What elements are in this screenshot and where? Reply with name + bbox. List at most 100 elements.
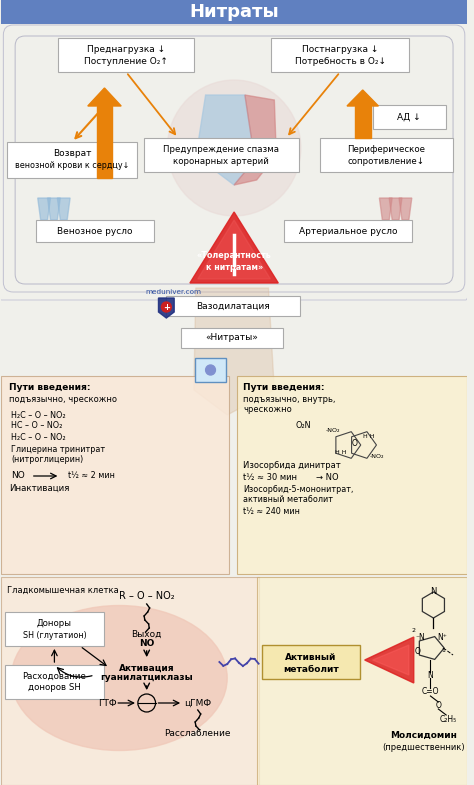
Text: «Нитраты»: «Нитраты»	[206, 334, 258, 342]
Text: гуанилатциклазы: гуанилатциклазы	[100, 674, 193, 682]
Text: Предупреждение спазма: Предупреждение спазма	[164, 144, 279, 154]
Text: H₂C – O – NO₂: H₂C – O – NO₂	[11, 433, 66, 441]
Text: 1: 1	[441, 648, 445, 652]
Text: t½ ≈ 30 мин: t½ ≈ 30 мин	[243, 473, 297, 481]
Text: Постнагрузка ↓: Постнагрузка ↓	[302, 46, 378, 54]
Text: (нитроглицерин): (нитроглицерин)	[11, 455, 83, 463]
Text: +: +	[163, 302, 170, 312]
Text: доноров SH: доноров SH	[28, 682, 81, 692]
Text: ГТФ: ГТФ	[98, 699, 117, 707]
Text: Потребность в O₂↓: Потребность в O₂↓	[295, 57, 386, 67]
Text: к нитратам»: к нитратам»	[206, 262, 263, 272]
Bar	[237, 376, 467, 574]
Polygon shape	[190, 212, 278, 283]
Text: C₂H₅: C₂H₅	[439, 714, 457, 724]
Text: цГМФ: цГМФ	[184, 699, 211, 707]
Bar	[195, 358, 226, 382]
Text: HC – O – NO₂: HC – O – NO₂	[11, 422, 63, 430]
Bar	[373, 105, 446, 129]
Text: Венозное русло: Венозное русло	[57, 227, 132, 236]
Text: ⁻N: ⁻N	[416, 633, 426, 642]
Polygon shape	[198, 95, 255, 185]
Text: Активация: Активация	[119, 663, 174, 673]
Text: H₂C – O – NO₂: H₂C – O – NO₂	[11, 411, 66, 419]
Bar	[262, 645, 360, 679]
Text: АД ↓: АД ↓	[397, 112, 420, 122]
Bar	[181, 328, 283, 348]
Polygon shape	[88, 88, 121, 106]
Text: O: O	[436, 702, 441, 710]
Polygon shape	[389, 198, 402, 220]
Text: венозной крови к сердцу↓: венозной крови к сердцу↓	[15, 160, 129, 170]
Polygon shape	[379, 198, 392, 220]
Bar	[256, 577, 467, 785]
Text: Пути введения:: Пути введения:	[9, 384, 91, 392]
Bar	[7, 142, 137, 178]
Text: коронарных артерий: коронарных артерий	[173, 156, 269, 166]
Polygon shape	[97, 106, 112, 178]
Text: Периферическое: Периферическое	[347, 144, 425, 154]
Circle shape	[167, 80, 301, 216]
Bar	[320, 138, 453, 172]
Text: N: N	[430, 587, 437, 597]
Text: Гладкомышечная клетка: Гладкомышечная клетка	[7, 586, 119, 594]
Text: Поступление O₂↑: Поступление O₂↑	[84, 57, 168, 67]
Text: Глицерина тринитрат: Глицерина тринитрат	[11, 444, 105, 454]
Circle shape	[162, 302, 171, 312]
Text: t½ ≈ 2 мин: t½ ≈ 2 мин	[68, 472, 115, 480]
Text: -NO₂: -NO₂	[326, 429, 340, 433]
Text: SH (глутатион): SH (глутатион)	[23, 630, 86, 640]
Bar	[5, 612, 103, 646]
Text: Вазодилатация: Вазодилатация	[196, 301, 270, 311]
Polygon shape	[234, 95, 276, 185]
Bar	[166, 296, 300, 316]
Text: Пути введения:: Пути введения:	[243, 384, 324, 392]
Text: Инактивация: Инактивация	[9, 484, 70, 492]
Text: чрескожно: чрескожно	[243, 406, 292, 414]
Bar	[272, 38, 409, 72]
Bar	[1, 577, 259, 785]
Bar	[36, 220, 154, 242]
Bar	[1, 376, 229, 574]
Polygon shape	[198, 220, 270, 279]
Bar	[1, 0, 467, 24]
Polygon shape	[373, 645, 409, 675]
Text: 2: 2	[412, 627, 416, 633]
Text: H H: H H	[336, 451, 347, 455]
Text: Преднагрузка ↓: Преднагрузка ↓	[87, 46, 165, 54]
Text: активный метаболит: активный метаболит	[243, 495, 333, 505]
Text: R – O – NO₂: R – O – NO₂	[119, 591, 174, 601]
Polygon shape	[355, 106, 371, 138]
Ellipse shape	[11, 605, 227, 750]
Text: «Толерантность: «Толерантность	[197, 251, 272, 261]
Text: (предшественник): (предшественник)	[382, 743, 465, 751]
Text: H H: H H	[363, 435, 374, 440]
Polygon shape	[57, 198, 70, 220]
Text: метаболит: метаболит	[283, 664, 338, 674]
Text: Молсидомин: Молсидомин	[390, 731, 457, 739]
Text: NO: NO	[11, 472, 25, 480]
Bar	[5, 665, 103, 699]
Text: Активный: Активный	[285, 652, 337, 662]
Text: подъязычно, чрескожно: подъязычно, чрескожно	[9, 395, 117, 403]
Text: Артериальное русло: Артериальное русло	[299, 227, 397, 236]
Text: O: O	[415, 648, 420, 656]
Text: Расходование: Расходование	[22, 671, 86, 681]
Text: C=O: C=O	[422, 688, 439, 696]
Text: t½ ≈ 240 мин: t½ ≈ 240 мин	[243, 506, 300, 516]
Text: meduniver.com: meduniver.com	[145, 289, 201, 295]
Polygon shape	[347, 90, 378, 106]
Bar	[144, 138, 299, 172]
Text: → NO: → NO	[316, 473, 338, 481]
Text: Изосорбид-5-мононитрат,: Изосорбид-5-мононитрат,	[243, 484, 353, 494]
Polygon shape	[365, 637, 414, 683]
Text: Изосорбида динитрат: Изосорбида динитрат	[243, 461, 341, 469]
Polygon shape	[194, 288, 274, 415]
Bar	[58, 38, 194, 72]
Text: N: N	[428, 670, 433, 680]
Text: O₂N: O₂N	[296, 421, 311, 429]
Text: Расслабление: Расслабление	[164, 728, 231, 737]
Bar	[284, 220, 412, 242]
Text: Выход: Выход	[131, 630, 162, 638]
Polygon shape	[47, 198, 60, 220]
